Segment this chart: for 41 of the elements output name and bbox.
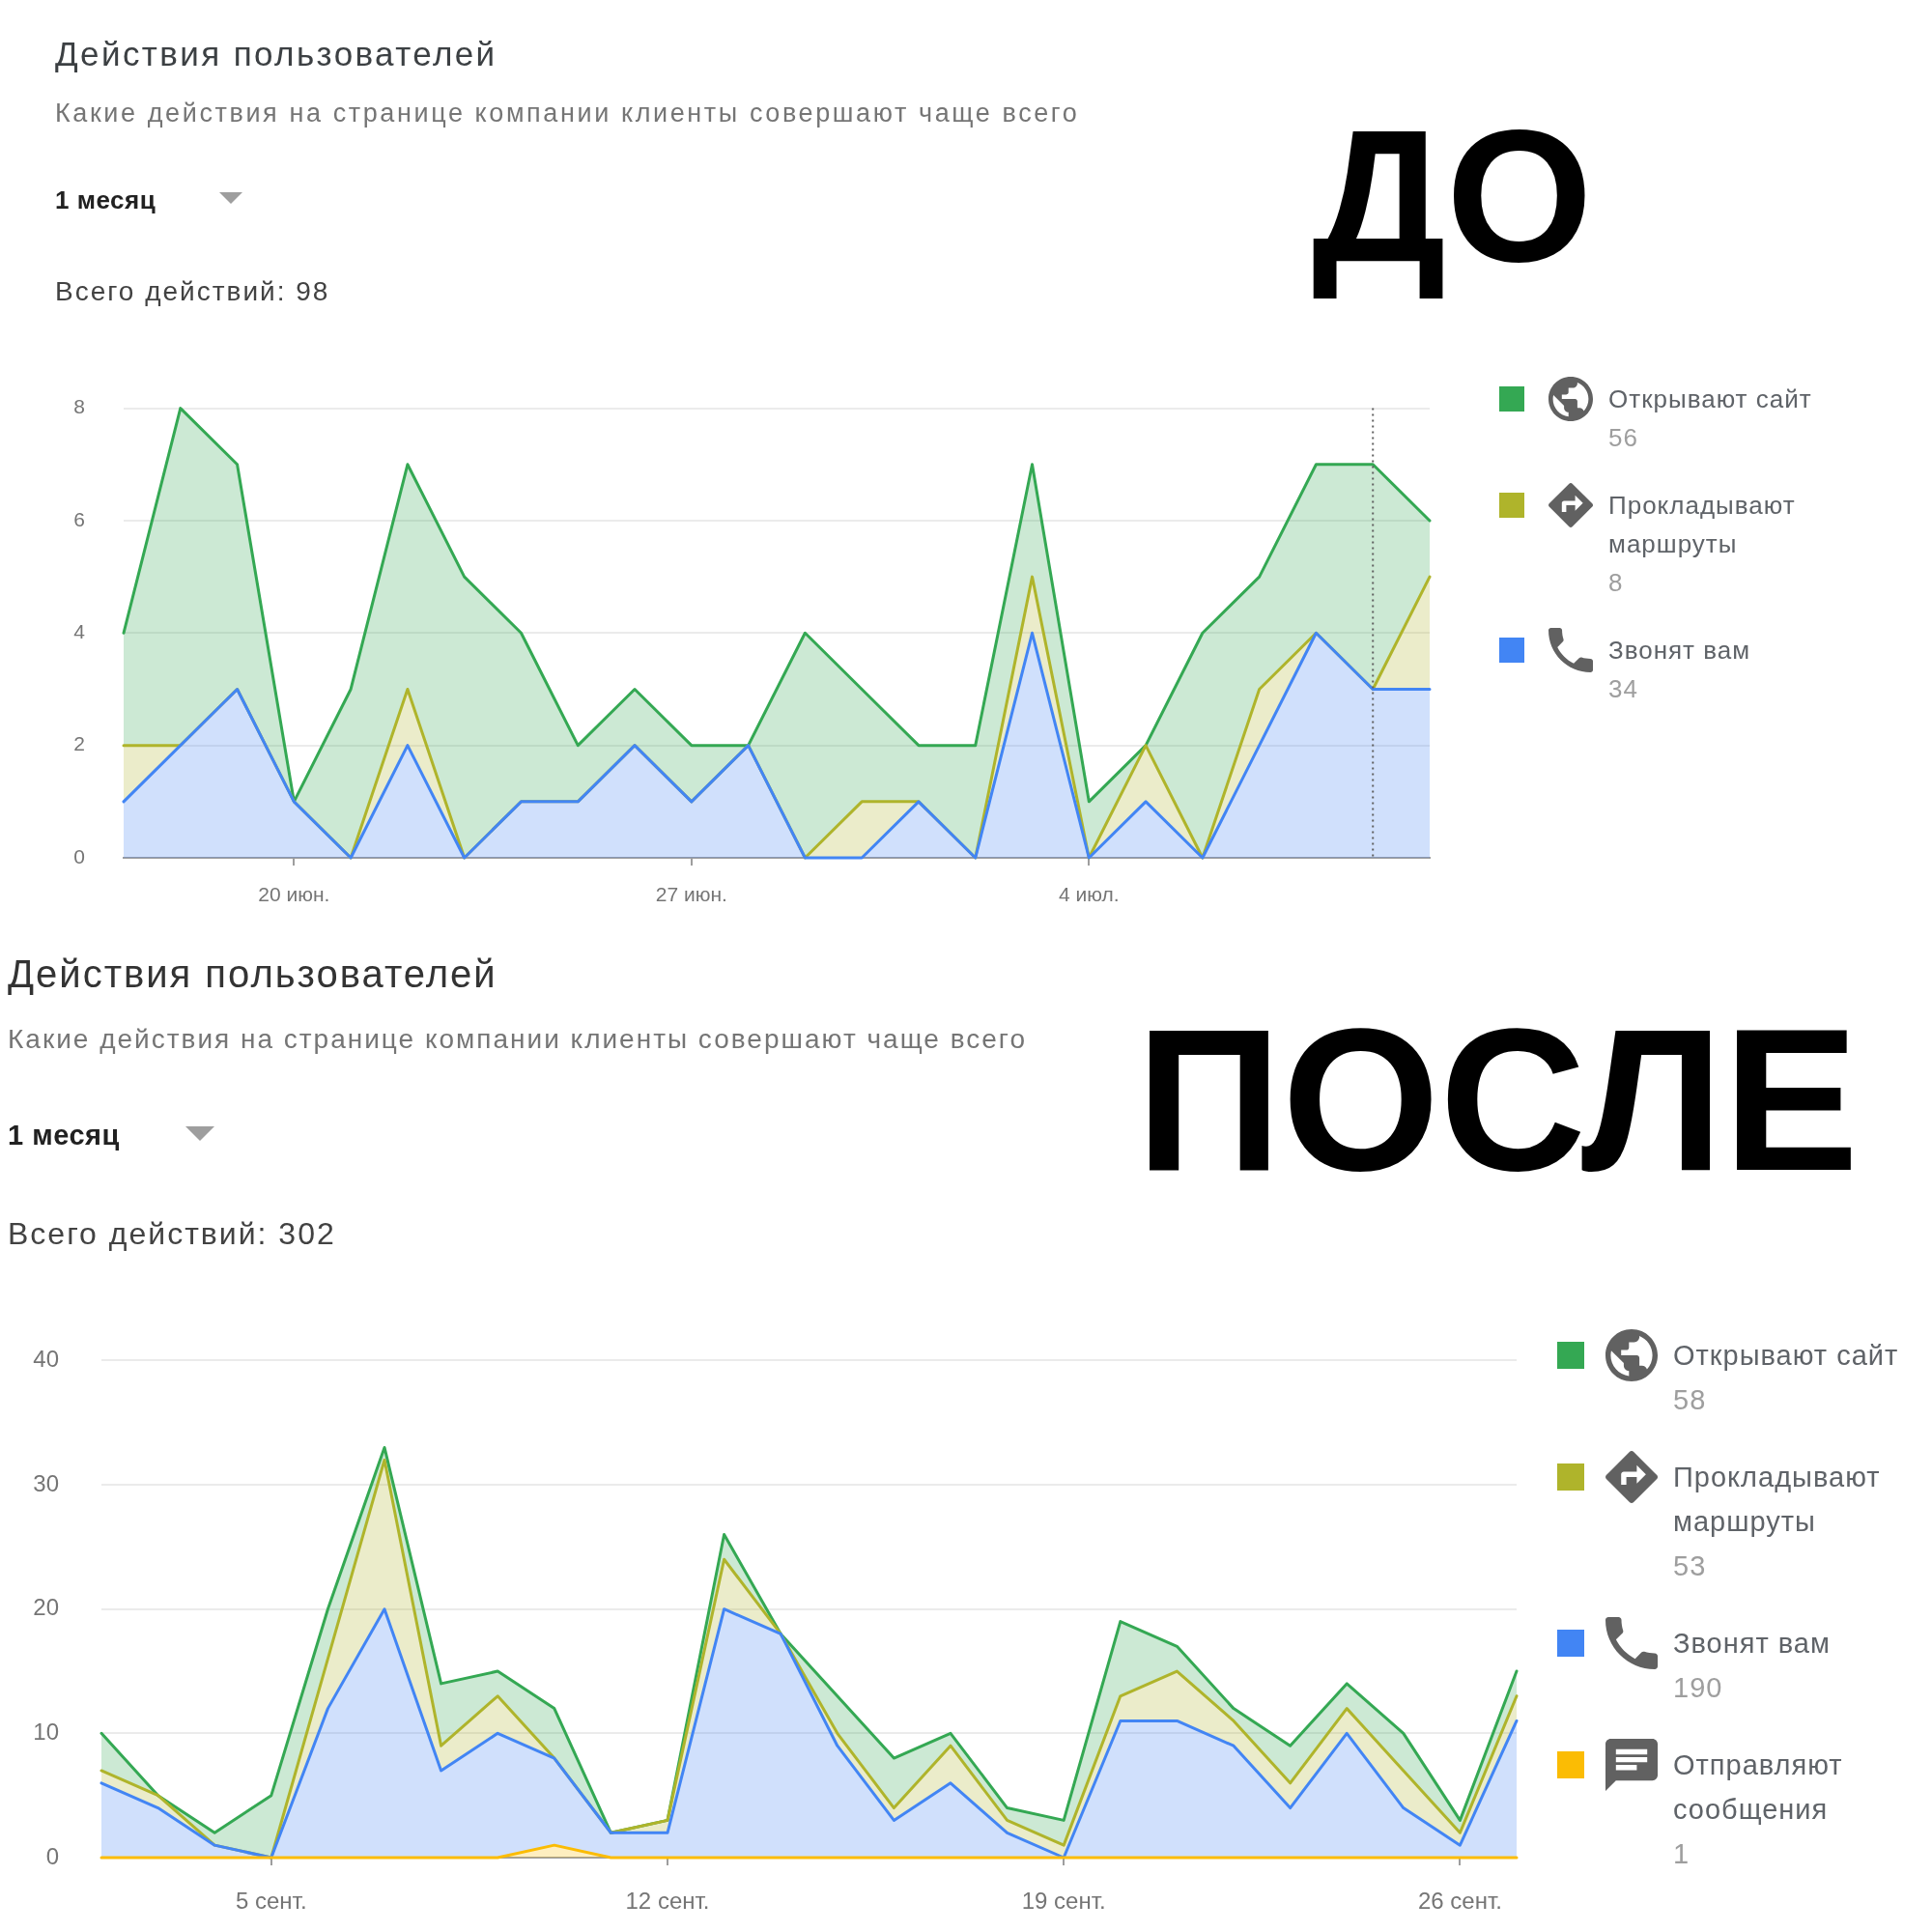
x-tick-label: 26 сент. [1417,1888,1502,1915]
text: 1 месяц [55,185,156,215]
text: 53 [1673,1549,1708,1583]
text: Открывают сайт [1673,1339,1900,1373]
chart-title: Действия пользователей [8,952,497,996]
y-tick-label: 8 [73,395,85,418]
y-tick-label: 10 [33,1718,59,1745]
y-tick-label: 0 [45,1842,59,1869]
y-tick-label: 40 [33,1346,59,1373]
text: Прокладывают маршруты [1608,490,1797,560]
text: Открывают сайт [1608,384,1813,415]
text: 34 [1608,673,1639,705]
x-tick-label: 4 июл. [1058,883,1120,906]
text: ПОСЛЕ [1136,986,1860,1213]
y-tick-label: 4 [73,620,86,643]
chart-title: Действия пользователей [55,35,497,74]
chart-subtitle: Какие действия на странице компании клиенты совершают чаще всего [8,1024,1028,1056]
text: 8 [1608,567,1625,599]
text: Всего действий: 302 [8,1216,336,1252]
text: 1 [1673,1837,1691,1871]
y-tick-label: 6 [73,507,85,530]
text: 190 [1673,1671,1724,1705]
x-tick-label: 5 сент. [235,1888,307,1915]
x-tick-label: 20 июн. [258,883,330,906]
text: Прокладывают маршруты [1673,1461,1882,1539]
text: 1 месяц [8,1120,120,1152]
text: Отправляют сообщения [1673,1748,1844,1827]
y-tick-label: 0 [73,844,85,867]
y-tick-label: 30 [33,1469,59,1496]
chart-subtitle: Какие действия на странице компании клиенты совершают чаще всего [55,99,1080,129]
text: Всего действий: 98 [55,276,330,308]
x-tick-label: 27 июн. [655,883,727,906]
x-tick-label: 19 сент. [1021,1888,1106,1915]
text: ДО [1312,90,1593,300]
text: 58 [1673,1383,1708,1417]
text: Звонят вам [1673,1627,1832,1661]
y-tick-label: 2 [73,732,85,755]
y-tick-label: 20 [33,1594,59,1621]
x-tick-label: 12 сент. [625,1888,710,1915]
text: 56 [1608,422,1639,454]
text: Звонят вам [1608,635,1752,667]
